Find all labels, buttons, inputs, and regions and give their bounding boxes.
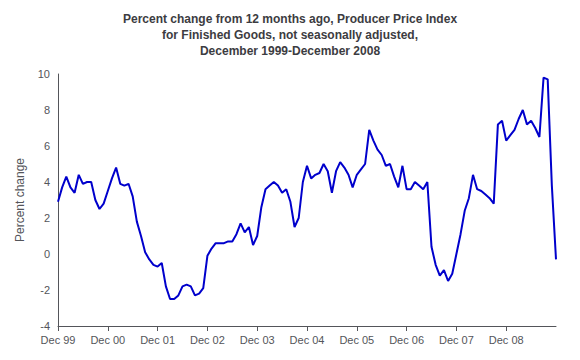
- svg-text:Dec 07: Dec 07: [439, 334, 474, 346]
- svg-text:-4: -4: [40, 320, 50, 332]
- svg-text:Percent change: Percent change: [13, 158, 27, 242]
- svg-text:Dec 01: Dec 01: [140, 334, 175, 346]
- svg-text:Dec 99: Dec 99: [41, 334, 76, 346]
- svg-text:2: 2: [44, 212, 50, 224]
- svg-text:for Finished Goods, not season: for Finished Goods, not seasonally adjus…: [162, 28, 418, 42]
- svg-text:10: 10: [38, 68, 50, 80]
- svg-text:Dec 06: Dec 06: [389, 334, 424, 346]
- svg-text:8: 8: [44, 104, 50, 116]
- svg-text:4: 4: [44, 176, 50, 188]
- svg-text:Dec 04: Dec 04: [290, 334, 325, 346]
- svg-text:Dec 02: Dec 02: [190, 334, 225, 346]
- svg-text:Dec 00: Dec 00: [90, 334, 125, 346]
- svg-text:December 1999-December 2008: December 1999-December 2008: [200, 44, 380, 58]
- svg-text:0: 0: [44, 248, 50, 260]
- svg-text:6: 6: [44, 140, 50, 152]
- svg-text:Dec 05: Dec 05: [339, 334, 374, 346]
- svg-text:-2: -2: [40, 284, 50, 296]
- svg-text:Percent change from 12 months: Percent change from 12 months ago, Produ…: [123, 12, 457, 26]
- svg-text:Dec 08: Dec 08: [489, 334, 524, 346]
- svg-text:Dec 03: Dec 03: [240, 334, 275, 346]
